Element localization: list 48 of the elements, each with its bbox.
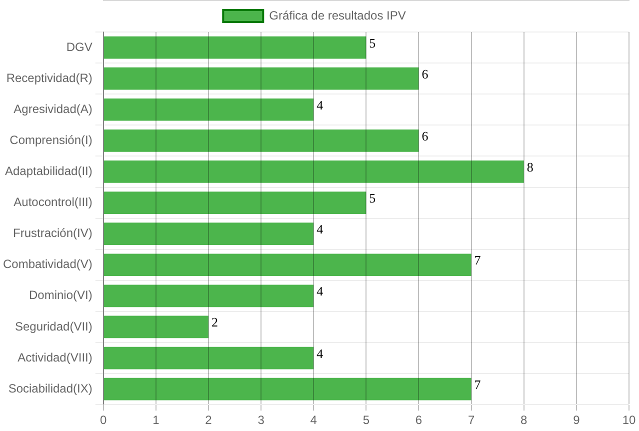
y-tick-label: Receptividad(R) bbox=[6, 70, 92, 85]
x-tick-label: 8 bbox=[520, 413, 528, 428]
y-tick-label: Actividad(VIII) bbox=[18, 350, 92, 364]
bar bbox=[104, 378, 472, 400]
bar bbox=[104, 316, 208, 338]
x-tick-label: 5 bbox=[362, 413, 370, 428]
x-tick-label: 7 bbox=[468, 413, 475, 428]
bar bbox=[104, 284, 314, 308]
bar bbox=[104, 222, 314, 246]
bar bbox=[104, 36, 366, 59]
bar bbox=[104, 160, 524, 183]
bar bbox=[104, 67, 419, 90]
data-label: 2 bbox=[211, 314, 218, 330]
bar bbox=[104, 254, 472, 276]
y-tick-label: Frustración(IV) bbox=[13, 226, 92, 240]
data-label: 4 bbox=[316, 222, 324, 237]
y-tick-label: Combatividad(V) bbox=[2, 257, 92, 272]
data-label: 4 bbox=[316, 346, 324, 361]
y-tick-label: DGV bbox=[66, 40, 92, 54]
bar bbox=[104, 98, 314, 121]
data-label: 4 bbox=[316, 97, 324, 112]
bar bbox=[104, 192, 366, 214]
x-tick-label: 2 bbox=[205, 413, 212, 428]
x-tick-label: 4 bbox=[310, 413, 318, 428]
y-tick-label: Sociabilidad(IX) bbox=[8, 381, 92, 396]
bar bbox=[104, 129, 419, 152]
data-label: 5 bbox=[369, 35, 376, 50]
data-label: 4 bbox=[316, 284, 324, 299]
y-tick-label: Comprensión(I) bbox=[10, 132, 92, 147]
x-tick-label: 1 bbox=[152, 413, 160, 428]
x-tick-label: 0 bbox=[100, 413, 108, 428]
data-label: 8 bbox=[526, 159, 534, 174]
data-label: 7 bbox=[474, 376, 482, 392]
y-tick-label: Autocontrol(III) bbox=[14, 195, 92, 210]
x-tick-label: 6 bbox=[415, 413, 422, 428]
x-tick-label: 10 bbox=[622, 413, 636, 428]
bar bbox=[104, 346, 314, 370]
y-tick-label: Seguridad(VII) bbox=[14, 319, 92, 334]
data-label: 7 bbox=[474, 252, 482, 268]
x-tick-label: 9 bbox=[573, 413, 580, 428]
y-tick-label: Agresividad(A) bbox=[14, 102, 92, 116]
y-tick-label: Adaptabilidad(II) bbox=[4, 164, 92, 178]
data-label: 6 bbox=[422, 66, 429, 82]
x-tick-label: 3 bbox=[258, 413, 265, 428]
legend-label: Gráfica de resultados IPV bbox=[269, 8, 406, 22]
data-label: 5 bbox=[369, 190, 376, 206]
data-label: 6 bbox=[422, 128, 429, 144]
y-tick-label: Dominio(VI) bbox=[29, 288, 92, 302]
